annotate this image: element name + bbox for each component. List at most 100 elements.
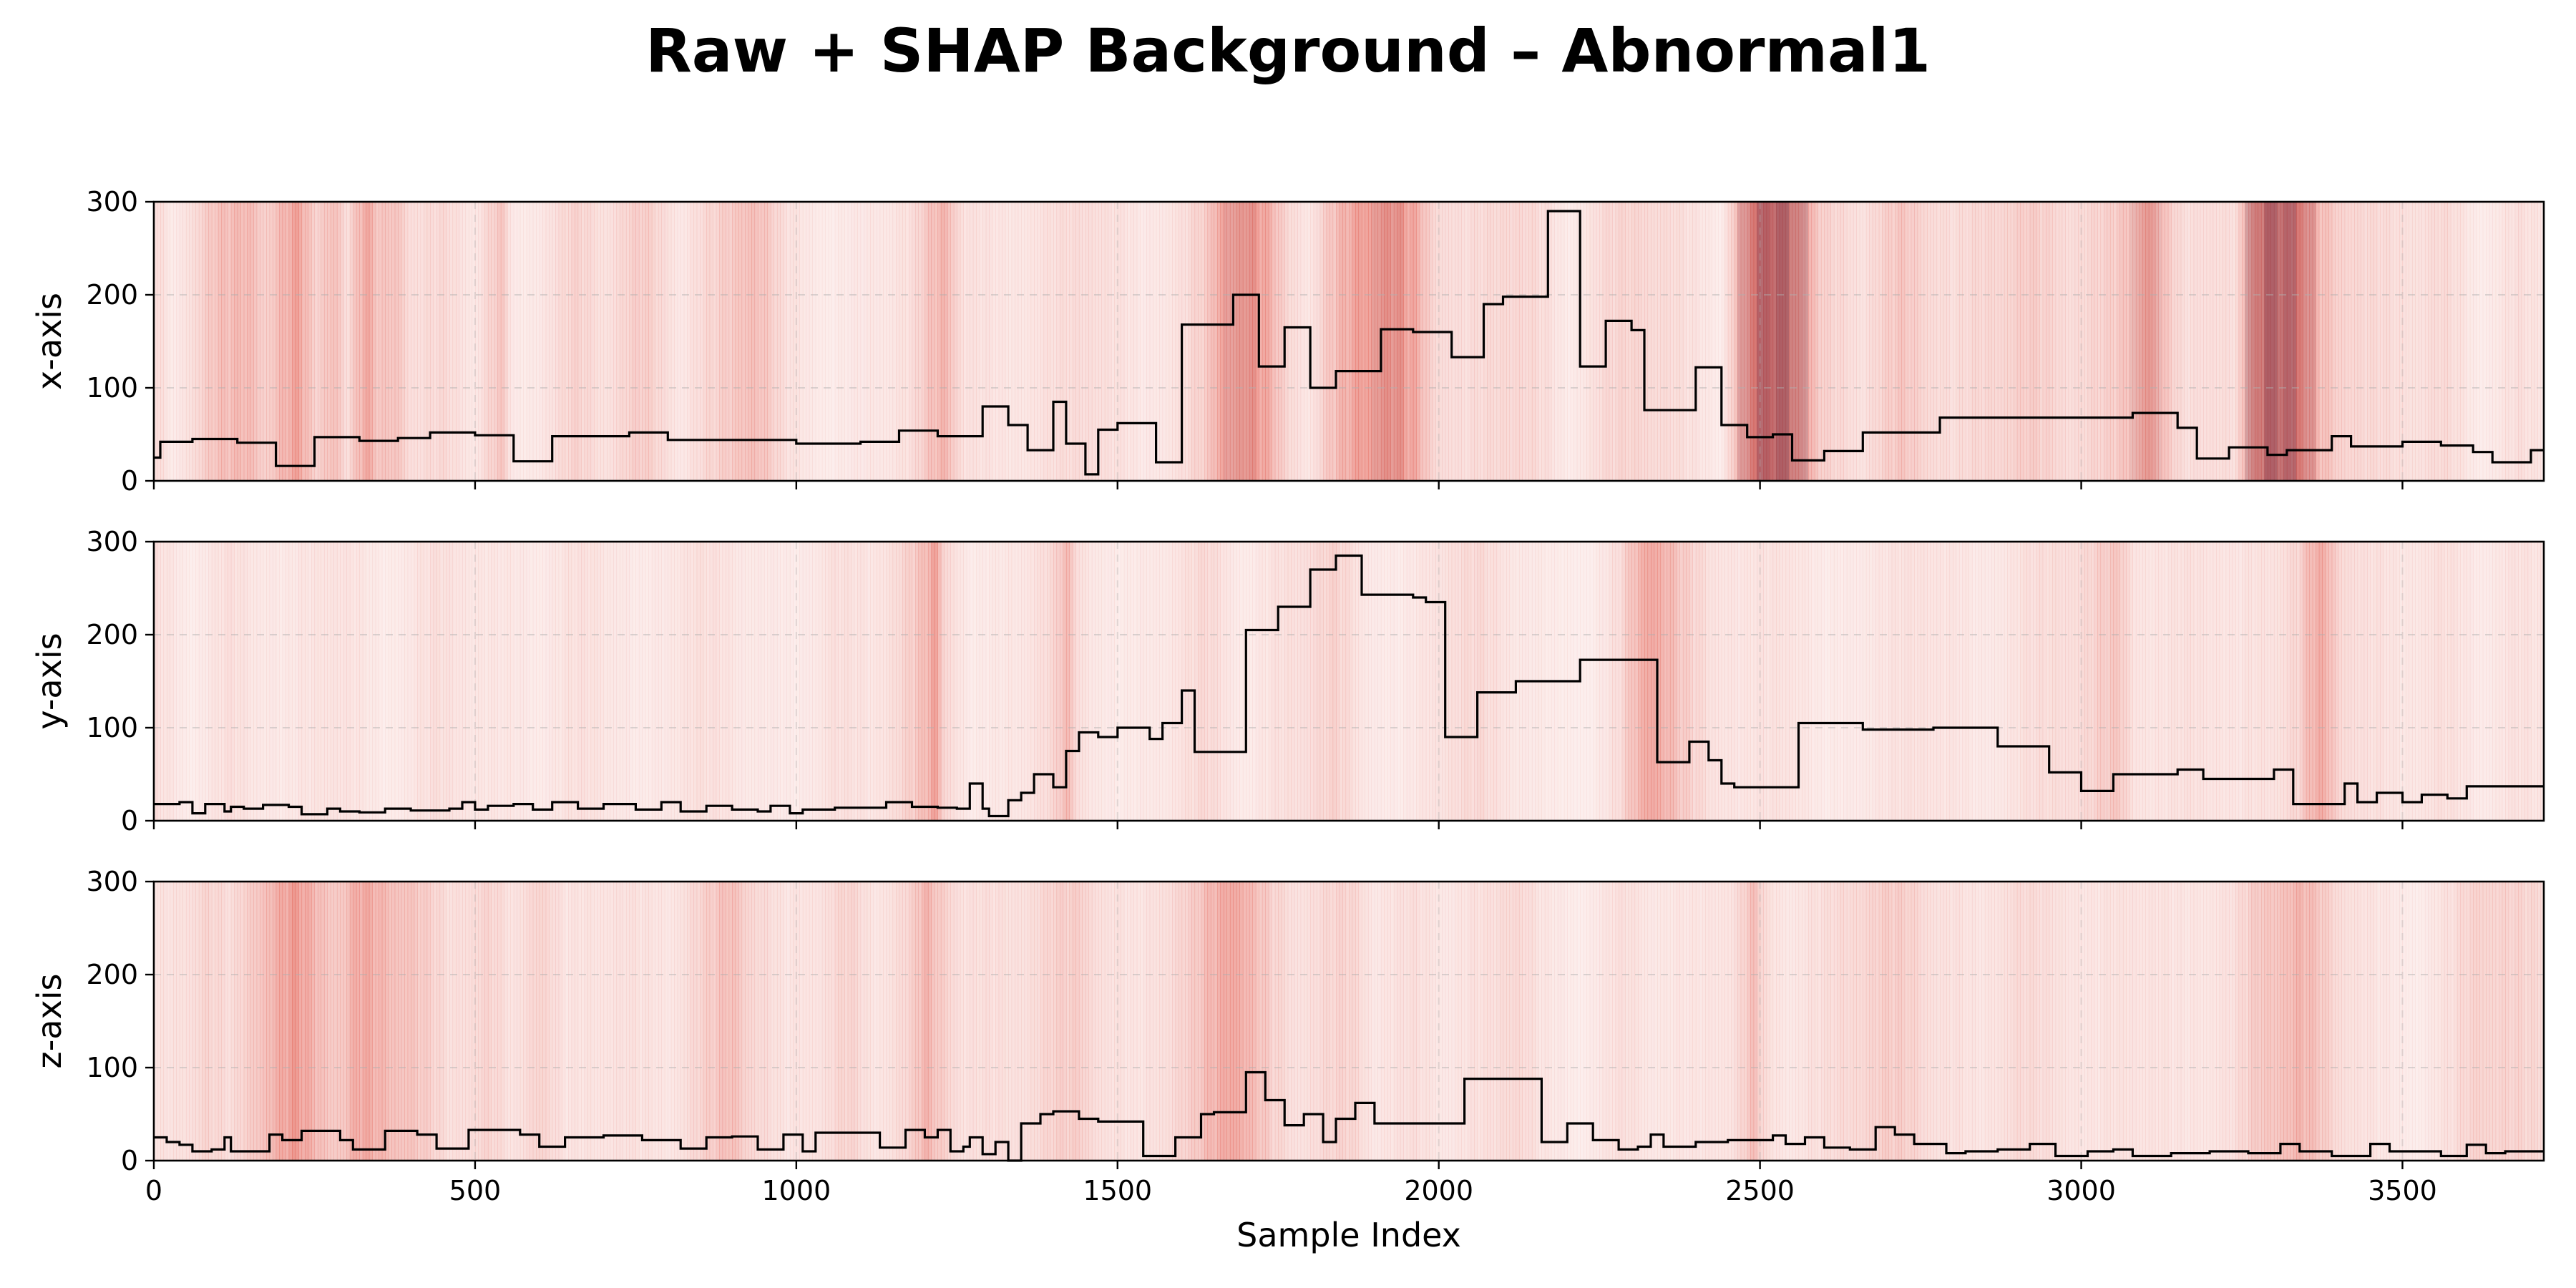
shap-strip (1477, 542, 1481, 821)
shap-strip (192, 202, 196, 481)
shap-strip (1040, 882, 1045, 1161)
shap-strip (2109, 202, 2114, 481)
shap-strip (877, 542, 881, 821)
shap-strip (170, 882, 174, 1161)
shap-strip (1940, 882, 1944, 1161)
shap-strip (761, 882, 765, 1161)
shap-strip (1336, 202, 1340, 481)
shap-strip (1968, 202, 1973, 481)
shap-strip (1522, 882, 1526, 1161)
shap-strip (2081, 542, 2085, 821)
shap-strip (1669, 882, 1674, 1161)
shap-strip (1336, 882, 1340, 1161)
shap-strip (1975, 542, 1979, 821)
shap-strip (789, 882, 794, 1161)
shap-strip (2361, 882, 2365, 1161)
shap-strip (1281, 202, 1285, 481)
shap-strip (1631, 882, 1636, 1161)
shap-strip (625, 882, 630, 1161)
shap-strip (1872, 882, 1876, 1161)
shap-strip (1563, 882, 1568, 1161)
shap-strip (2393, 542, 2397, 821)
shap-strip (2537, 882, 2542, 1161)
shap-strip (1143, 882, 1147, 1161)
shap-strip (2235, 882, 2240, 1161)
shap-strip (317, 202, 322, 481)
shap-strip (1596, 542, 1600, 821)
shap-strip (892, 882, 897, 1161)
shap-strip (2084, 202, 2089, 481)
shap-strip (1644, 882, 1649, 1161)
shap-strip (1490, 882, 1494, 1161)
shap-strip (1323, 542, 1327, 821)
x-tick-label: 2500 (1725, 1175, 1795, 1206)
shap-strip (1317, 202, 1321, 481)
shap-strip (2254, 882, 2259, 1161)
shap-strip (1885, 202, 1889, 481)
shap-strip (2200, 882, 2204, 1161)
shap-strip (1008, 542, 1013, 821)
shap-strip (706, 202, 711, 481)
shap-strip (844, 202, 849, 481)
shap-strip (2411, 202, 2416, 481)
shap-strip (481, 542, 485, 821)
shap-strip (1936, 542, 1941, 821)
shap-strip (1210, 202, 1215, 481)
shap-strip (1030, 882, 1035, 1161)
shap-strip (2335, 542, 2339, 821)
shap-strip (1949, 542, 1953, 821)
shap-strip (719, 202, 723, 481)
shap-strip (879, 542, 884, 821)
shap-strip (1223, 202, 1228, 481)
shap-strip (970, 882, 974, 1161)
y-tick-label: 300 (86, 866, 138, 897)
shap-strip (1997, 882, 2001, 1161)
shap-strip (260, 542, 264, 821)
shap-strip (1737, 542, 1742, 821)
shap-strip (1438, 882, 1443, 1161)
shap-strip (2171, 882, 2175, 1161)
shap-strip (1760, 202, 1764, 481)
shap-strip (2303, 202, 2307, 481)
shap-strip (2383, 882, 2387, 1161)
shap-strip (1994, 882, 1999, 1161)
shap-strip (2306, 202, 2310, 481)
shap-strip (629, 882, 633, 1161)
shap-strip (2376, 542, 2381, 821)
shap-strip (484, 882, 489, 1161)
shap-strip (789, 202, 794, 481)
shap-strip (468, 202, 473, 481)
shap-strip (356, 202, 360, 481)
shap-strip (205, 882, 209, 1161)
shap-strip (1018, 542, 1022, 821)
shap-strip (240, 542, 245, 821)
shap-strip (2316, 202, 2320, 481)
shap-strip (770, 542, 775, 821)
shap-strip (221, 882, 225, 1161)
shap-strip (575, 882, 579, 1161)
shap-strip (1005, 542, 1009, 821)
shap-strip (1731, 202, 1735, 481)
shap-strip (1063, 202, 1067, 481)
shap-strip (1040, 542, 1045, 821)
shap-strip (1544, 202, 1548, 481)
shap-strip (655, 202, 659, 481)
shap-strip (1940, 542, 1944, 821)
shap-strip (1625, 542, 1629, 821)
shap-strip (189, 882, 193, 1161)
shap-strip (504, 542, 508, 821)
shap-strip (2078, 202, 2082, 481)
shap-strip (770, 882, 775, 1161)
shap-strip (407, 542, 411, 821)
shap-strip (2059, 542, 2063, 821)
shap-strip (1480, 202, 1485, 481)
shap-strip (1512, 202, 1517, 481)
shap-strip (494, 882, 498, 1161)
shap-strip (1159, 202, 1163, 481)
shap-strip (323, 202, 328, 481)
shap-strip (2499, 882, 2503, 1161)
shap-strip (362, 542, 366, 821)
shap-strip (195, 542, 200, 821)
